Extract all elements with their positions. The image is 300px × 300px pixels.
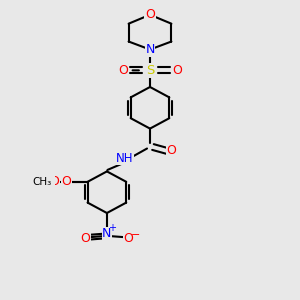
Text: O: O: [61, 175, 71, 188]
Text: NH: NH: [116, 152, 134, 165]
Text: O: O: [118, 64, 128, 77]
Text: O: O: [167, 144, 176, 158]
Text: O: O: [124, 232, 134, 245]
Text: CH₃: CH₃: [33, 177, 52, 187]
Text: N: N: [145, 43, 155, 56]
Text: N: N: [102, 227, 112, 240]
Text: −: −: [130, 230, 140, 240]
Text: +: +: [108, 224, 116, 233]
Text: O: O: [80, 232, 90, 245]
Text: S: S: [146, 64, 154, 77]
Text: CH₃: CH₃: [35, 177, 54, 187]
Text: O: O: [172, 64, 182, 77]
Text: O: O: [36, 175, 46, 188]
Text: O: O: [50, 175, 59, 188]
Text: O: O: [145, 8, 155, 21]
